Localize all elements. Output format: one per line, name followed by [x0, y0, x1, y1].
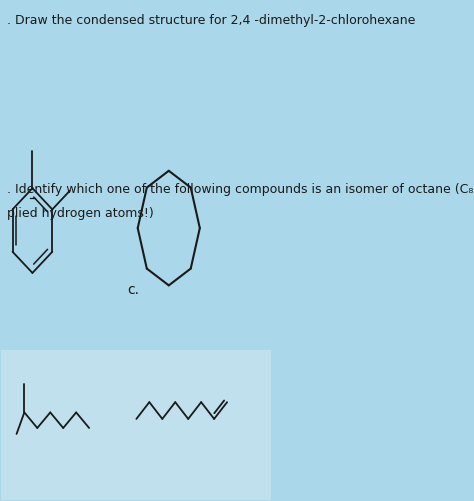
- Text: . Draw the condensed structure for 2,4 -dimethyl-2-chlorohexane: . Draw the condensed structure for 2,4 -…: [7, 14, 415, 27]
- Text: plied hydrogen atoms!): plied hydrogen atoms!): [7, 207, 154, 220]
- Text: . Identify which one of the following compounds is an isomer of octane (C₈H₁₈). : . Identify which one of the following co…: [7, 183, 474, 196]
- Bar: [1, 350, 271, 499]
- Text: c.: c.: [127, 283, 139, 297]
